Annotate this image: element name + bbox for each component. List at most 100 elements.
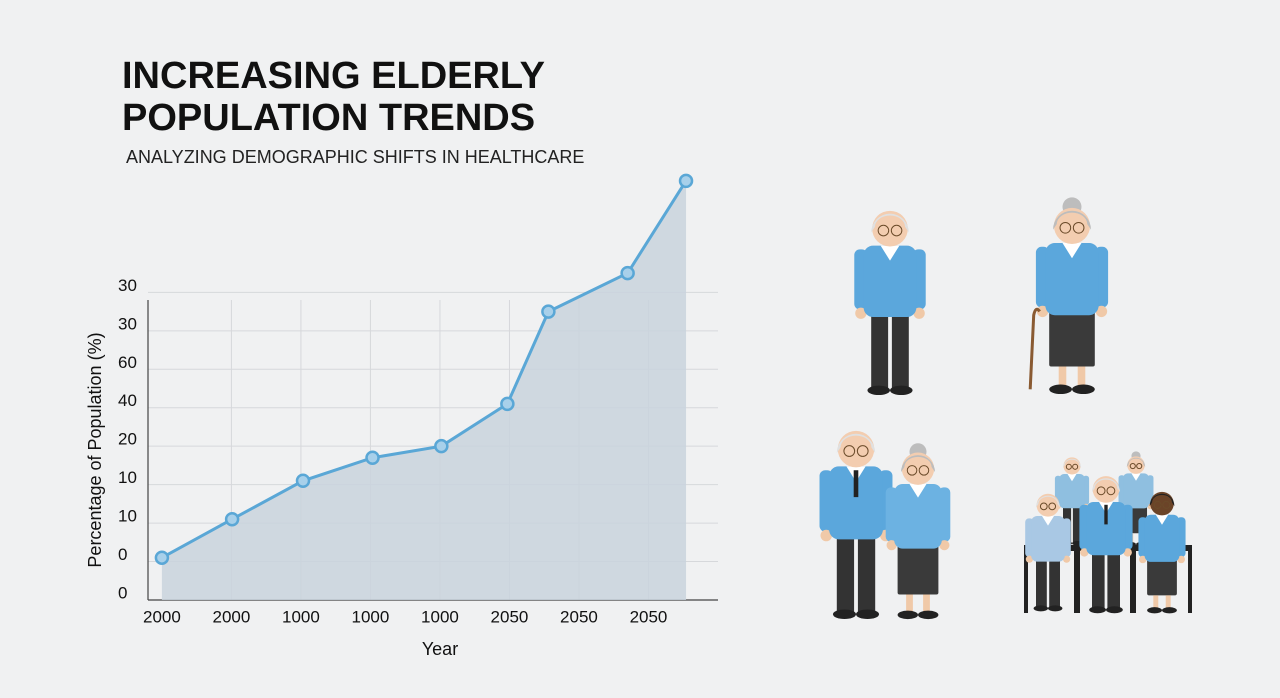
subtitle: ANALYZING DEMOGRAPHIC SHIFTS IN HEALTHCA… bbox=[126, 147, 584, 167]
y-tick-label: 60 bbox=[118, 353, 137, 372]
point bbox=[541, 304, 556, 319]
hand bbox=[1123, 548, 1132, 557]
shape bbox=[897, 543, 939, 595]
shape bbox=[857, 533, 876, 613]
hand bbox=[1139, 555, 1147, 564]
shape bbox=[1031, 516, 1065, 562]
glasses bbox=[1039, 502, 1048, 511]
shape bbox=[863, 245, 917, 318]
shape bbox=[1144, 514, 1180, 562]
shape bbox=[1104, 504, 1108, 525]
shoe bbox=[1162, 607, 1177, 614]
glasses bbox=[890, 224, 903, 237]
shoe bbox=[867, 385, 890, 396]
shape bbox=[829, 466, 883, 540]
shoe bbox=[1072, 384, 1095, 395]
collar bbox=[1155, 514, 1169, 525]
shape bbox=[1059, 474, 1085, 509]
head bbox=[901, 452, 935, 485]
collar bbox=[1131, 473, 1141, 481]
shape bbox=[1107, 551, 1120, 609]
collar bbox=[909, 484, 927, 498]
glasses bbox=[1136, 462, 1143, 470]
shape bbox=[1045, 243, 1099, 316]
hand bbox=[1063, 555, 1071, 563]
y-tick-label: 40 bbox=[118, 391, 137, 410]
hand bbox=[939, 540, 950, 551]
area bbox=[161, 180, 687, 600]
shoe bbox=[1049, 384, 1072, 395]
shape bbox=[853, 470, 859, 498]
point bbox=[434, 438, 449, 454]
shape bbox=[1092, 551, 1105, 609]
point bbox=[500, 396, 515, 412]
x-tick-label: 2000 bbox=[143, 607, 181, 626]
hand bbox=[855, 307, 867, 319]
y-tick-label: 20 bbox=[118, 430, 137, 449]
glasses bbox=[1106, 486, 1116, 496]
title-line: POPULATION TRENDS bbox=[122, 97, 535, 139]
shape bbox=[1147, 558, 1177, 596]
collar bbox=[880, 245, 900, 261]
shape bbox=[923, 594, 930, 614]
hand bbox=[1036, 305, 1049, 318]
head bbox=[872, 210, 908, 247]
chair bbox=[1188, 545, 1192, 613]
shoe bbox=[1048, 605, 1063, 612]
shoe bbox=[1033, 605, 1049, 612]
shape bbox=[871, 311, 889, 389]
glasses bbox=[1096, 486, 1106, 496]
shape bbox=[1072, 505, 1081, 543]
x-tick-label: 2050 bbox=[491, 607, 529, 626]
title-line: INCREASING ELDERLY bbox=[122, 55, 545, 97]
hand bbox=[1177, 555, 1185, 564]
head bbox=[1092, 476, 1120, 503]
shoe bbox=[1106, 606, 1123, 614]
shoe bbox=[890, 385, 913, 396]
person bbox=[885, 443, 951, 620]
point bbox=[224, 511, 240, 527]
point bbox=[678, 173, 694, 189]
glasses bbox=[1059, 221, 1072, 234]
glasses bbox=[1129, 462, 1136, 470]
hand bbox=[1080, 548, 1089, 557]
glasses bbox=[906, 465, 918, 476]
person bbox=[1025, 493, 1071, 612]
x-tick-label: 2050 bbox=[630, 607, 668, 626]
x-tick-label: 1000 bbox=[421, 607, 459, 626]
head bbox=[1036, 493, 1060, 517]
shape bbox=[1086, 502, 1126, 556]
glasses bbox=[1072, 463, 1079, 470]
collar bbox=[1067, 474, 1077, 482]
y-axis-label: Percentage of Population (%) bbox=[85, 332, 105, 567]
y-tick-label: 0 bbox=[118, 545, 127, 564]
hand bbox=[913, 307, 925, 319]
shoe bbox=[1147, 607, 1163, 614]
y-tick-label: 0 bbox=[118, 583, 127, 602]
head bbox=[1063, 457, 1081, 475]
glasses bbox=[1048, 502, 1057, 511]
point bbox=[154, 550, 170, 565]
shoe bbox=[918, 610, 939, 620]
hand bbox=[1025, 555, 1033, 563]
person bbox=[1138, 491, 1186, 614]
hand bbox=[886, 540, 897, 551]
shape bbox=[1123, 473, 1149, 509]
person bbox=[854, 210, 926, 396]
chair bbox=[1130, 545, 1134, 613]
head bbox=[1127, 456, 1145, 474]
shape bbox=[836, 533, 855, 613]
person bbox=[819, 430, 893, 620]
shape bbox=[1153, 595, 1159, 610]
y-tick-label: 10 bbox=[118, 468, 137, 487]
x-tick-label: 2000 bbox=[213, 607, 251, 626]
chair bbox=[1024, 545, 1028, 613]
glasses bbox=[1065, 463, 1072, 470]
cane bbox=[1028, 307, 1041, 390]
shoe bbox=[856, 609, 880, 620]
x-axis-label: Year bbox=[422, 639, 458, 659]
collar bbox=[1062, 243, 1082, 259]
glasses bbox=[856, 445, 869, 457]
